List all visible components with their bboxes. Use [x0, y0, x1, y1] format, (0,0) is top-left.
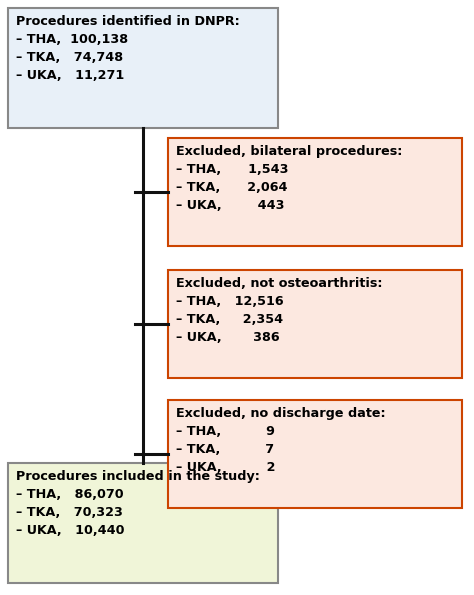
Text: Excluded, not osteoarthritis:: Excluded, not osteoarthritis:: [176, 277, 383, 290]
Text: – THA,          9: – THA, 9: [176, 425, 275, 438]
Text: – TKA,     2,354: – TKA, 2,354: [176, 313, 283, 326]
Text: – THA,   86,070: – THA, 86,070: [16, 488, 124, 501]
FancyBboxPatch shape: [168, 138, 462, 246]
Text: – UKA,        443: – UKA, 443: [176, 199, 284, 212]
Text: – TKA,   74,748: – TKA, 74,748: [16, 51, 123, 64]
FancyBboxPatch shape: [168, 400, 462, 508]
Text: – UKA,       386: – UKA, 386: [176, 331, 280, 344]
Text: – UKA,   10,440: – UKA, 10,440: [16, 524, 125, 537]
Text: – UKA,   11,271: – UKA, 11,271: [16, 69, 124, 82]
Text: Excluded, bilateral procedures:: Excluded, bilateral procedures:: [176, 145, 402, 158]
Text: – THA,  100,138: – THA, 100,138: [16, 33, 128, 46]
Text: – TKA,          7: – TKA, 7: [176, 443, 274, 456]
FancyBboxPatch shape: [8, 463, 278, 583]
Text: – THA,      1,543: – THA, 1,543: [176, 163, 289, 176]
Text: – THA,   12,516: – THA, 12,516: [176, 295, 283, 308]
FancyBboxPatch shape: [8, 8, 278, 128]
Text: – TKA,      2,064: – TKA, 2,064: [176, 181, 288, 194]
FancyBboxPatch shape: [168, 270, 462, 378]
Text: Procedures identified in DNPR:: Procedures identified in DNPR:: [16, 15, 240, 28]
Text: – UKA,          2: – UKA, 2: [176, 461, 275, 474]
Text: Excluded, no discharge date:: Excluded, no discharge date:: [176, 407, 386, 420]
Text: Procedures included in the study:: Procedures included in the study:: [16, 470, 260, 483]
Text: – TKA,   70,323: – TKA, 70,323: [16, 506, 123, 519]
